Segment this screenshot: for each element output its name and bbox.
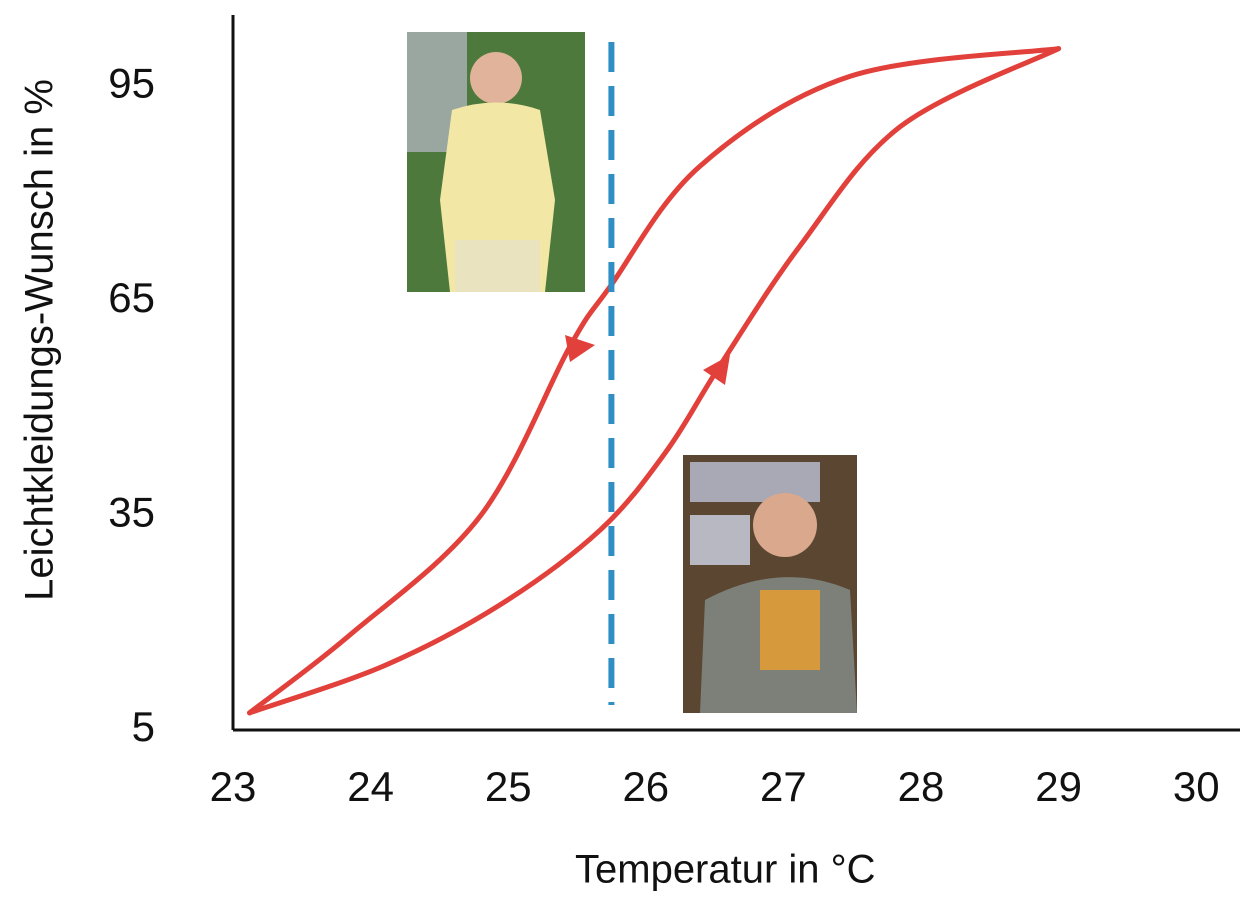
y-tick-label: 95 xyxy=(108,60,155,107)
curve xyxy=(247,46,1062,716)
curve xyxy=(247,46,1062,716)
arrow-up xyxy=(703,355,730,385)
x-tick-label: 25 xyxy=(485,763,532,810)
x-axis-title: Temperatur in °C xyxy=(575,848,876,892)
axes xyxy=(231,15,1240,732)
x-tick-label: 27 xyxy=(760,763,807,810)
y-tick-label: 5 xyxy=(132,703,155,750)
arrow-down xyxy=(565,335,595,362)
photo-standing xyxy=(407,32,585,292)
y-tick-label: 35 xyxy=(108,489,155,536)
y-axis-title: Leichtkleidungs-Wunsch in % xyxy=(18,79,62,601)
x-tick-label: 26 xyxy=(622,763,669,810)
y-tick-label: 65 xyxy=(108,274,155,321)
x-tick-label: 24 xyxy=(347,763,394,810)
x-tick-label: 28 xyxy=(898,763,945,810)
x-tick-label: 30 xyxy=(1173,763,1220,810)
photo-sitting xyxy=(683,455,857,713)
x-tick-label: 29 xyxy=(1035,763,1082,810)
x-tick-label: 23 xyxy=(210,763,257,810)
